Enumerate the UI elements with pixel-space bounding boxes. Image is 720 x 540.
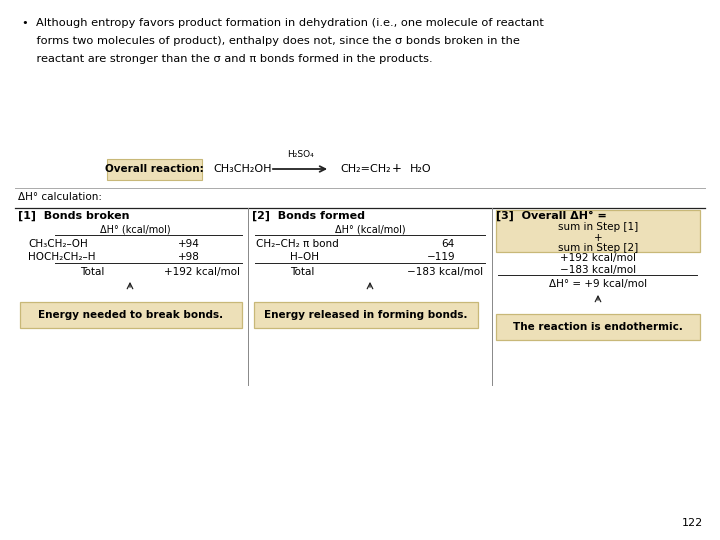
- Text: −183 kcal/mol: −183 kcal/mol: [407, 267, 483, 277]
- FancyBboxPatch shape: [496, 210, 700, 252]
- Text: ΔH° = +9 kcal/mol: ΔH° = +9 kcal/mol: [549, 279, 647, 289]
- FancyBboxPatch shape: [107, 159, 202, 179]
- FancyBboxPatch shape: [20, 302, 242, 328]
- Text: ΔH° calculation:: ΔH° calculation:: [18, 192, 102, 202]
- Text: CH₂=CH₂: CH₂=CH₂: [340, 164, 391, 174]
- Text: −183 kcal/mol: −183 kcal/mol: [560, 265, 636, 275]
- Text: Total: Total: [290, 267, 315, 277]
- Text: CH₃CH₂OH: CH₃CH₂OH: [213, 164, 271, 174]
- Text: +98: +98: [178, 252, 200, 262]
- Text: +: +: [594, 233, 603, 243]
- Text: The reaction is endothermic.: The reaction is endothermic.: [513, 322, 683, 332]
- FancyBboxPatch shape: [496, 314, 700, 340]
- Text: reactant are stronger than the σ and π bonds formed in the products.: reactant are stronger than the σ and π b…: [22, 54, 433, 64]
- Text: •  Although entropy favors product formation in dehydration (i.e., one molecule : • Although entropy favors product format…: [22, 18, 544, 28]
- Text: +192 kcal/mol: +192 kcal/mol: [560, 253, 636, 263]
- Text: sum in Step [1]: sum in Step [1]: [558, 222, 638, 232]
- Text: sum in Step [2]: sum in Step [2]: [558, 243, 638, 253]
- Text: Overall reaction:: Overall reaction:: [104, 164, 203, 174]
- Text: Energy needed to break bonds.: Energy needed to break bonds.: [38, 310, 224, 320]
- Text: ΔH° (kcal/mol): ΔH° (kcal/mol): [99, 224, 171, 234]
- Text: −119: −119: [426, 252, 455, 262]
- Text: CH₃CH₂–OH: CH₃CH₂–OH: [28, 239, 88, 249]
- Text: +94: +94: [178, 239, 200, 249]
- FancyBboxPatch shape: [254, 302, 478, 328]
- Text: +192 kcal/mol: +192 kcal/mol: [164, 267, 240, 277]
- Text: [1]  Bonds broken: [1] Bonds broken: [18, 211, 130, 221]
- Text: [3]  Overall ΔH° =: [3] Overall ΔH° =: [496, 211, 607, 221]
- Text: CH₂–CH₂ π bond: CH₂–CH₂ π bond: [256, 239, 338, 249]
- Text: 64: 64: [442, 239, 455, 249]
- Text: H–OH: H–OH: [290, 252, 319, 262]
- Text: Energy released in forming bonds.: Energy released in forming bonds.: [264, 310, 468, 320]
- Text: Total: Total: [80, 267, 104, 277]
- Text: +: +: [392, 163, 402, 176]
- Text: [2]  Bonds formed: [2] Bonds formed: [252, 211, 365, 221]
- Text: ΔH° (kcal/mol): ΔH° (kcal/mol): [335, 224, 405, 234]
- Text: 122: 122: [682, 518, 703, 528]
- Text: H₂O: H₂O: [410, 164, 431, 174]
- Text: forms two molecules of product), enthalpy does not, since the σ bonds broken in : forms two molecules of product), enthalp…: [22, 36, 520, 46]
- Text: H₂SO₄: H₂SO₄: [287, 150, 313, 159]
- Text: HOCH₂CH₂–H: HOCH₂CH₂–H: [28, 252, 96, 262]
